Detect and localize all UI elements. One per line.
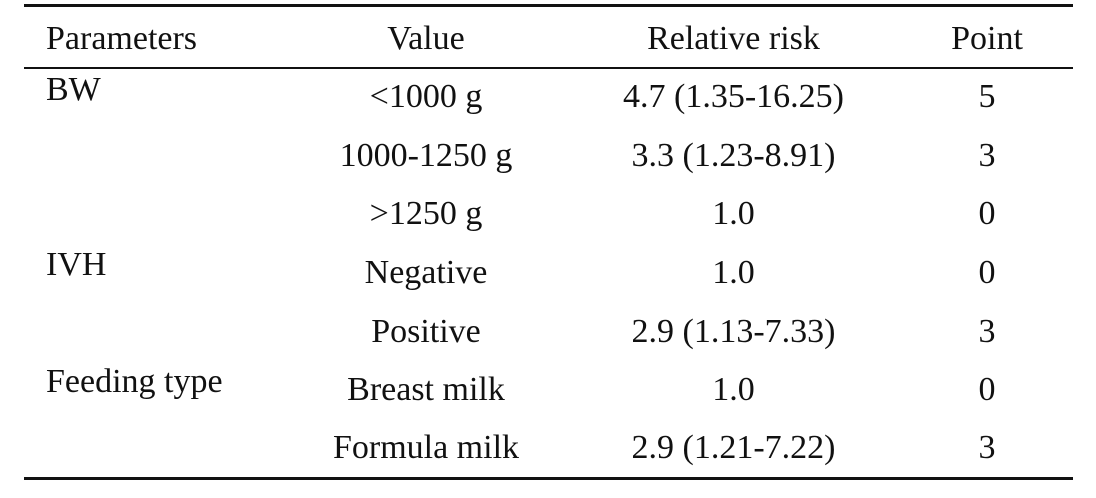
point-cell: 3 bbox=[978, 136, 996, 174]
relative-risk-cell: 3.3 (1.23-8.91) bbox=[631, 136, 836, 174]
value-cell: 1000-1250 g bbox=[339, 136, 513, 174]
point-cell: 3 bbox=[901, 419, 1073, 480]
point-cell: 0 bbox=[978, 371, 996, 409]
header-relative-risk: Relative risk bbox=[566, 4, 901, 69]
table-row: Positive 2.9 (1.13-7.33) 3 bbox=[24, 302, 1073, 361]
relative-risk-cell: 1.0 bbox=[712, 195, 755, 233]
table-row: Formula milk 2.9 (1.21-7.22) 3 bbox=[24, 419, 1073, 480]
header-point: Point bbox=[901, 4, 1073, 69]
table-row: >1250 g 1.0 0 bbox=[24, 185, 1073, 244]
parameter-cell bbox=[24, 126, 286, 185]
header-parameters: Parameters bbox=[24, 4, 286, 69]
point-cell: 0 bbox=[978, 195, 996, 233]
value-cell: Positive bbox=[371, 312, 481, 350]
value-cell: >1250 g bbox=[369, 195, 483, 233]
parameter-cell: BW bbox=[46, 70, 101, 108]
table-row: IVH Negative 1.0 0 bbox=[24, 244, 1073, 303]
header-row: Parameters Value Relative risk Point bbox=[24, 4, 1073, 69]
table-body: BW <1000 g 4.7 (1.35-16.25) 5 1000-1250 … bbox=[24, 68, 1073, 480]
table-header: Parameters Value Relative risk Point bbox=[24, 4, 1073, 69]
value-cell: Negative bbox=[364, 253, 488, 291]
parameter-cell bbox=[24, 185, 286, 244]
relative-risk-cell: 4.7 (1.35-16.25) bbox=[623, 78, 844, 116]
table-row: BW <1000 g 4.7 (1.35-16.25) 5 bbox=[24, 68, 1073, 127]
point-cell: 5 bbox=[978, 78, 996, 116]
relative-risk-cell: 1.0 bbox=[712, 253, 755, 291]
value-cell: Breast milk bbox=[347, 371, 505, 409]
value-cell: Formula milk bbox=[286, 419, 566, 480]
parameter-cell: IVH bbox=[46, 245, 107, 283]
parameter-cell: Feeding type bbox=[46, 362, 223, 400]
table-row: 1000-1250 g 3.3 (1.23-8.91) 3 bbox=[24, 126, 1073, 185]
value-cell: <1000 g bbox=[369, 78, 483, 116]
header-value: Value bbox=[286, 4, 566, 69]
table-row: Feeding type Breast milk 1.0 0 bbox=[24, 361, 1073, 420]
parameter-cell bbox=[24, 302, 286, 361]
point-cell: 0 bbox=[978, 253, 996, 291]
risk-score-table: Parameters Value Relative risk Point BW … bbox=[24, 4, 1073, 480]
parameter-cell bbox=[24, 419, 286, 480]
point-cell: 3 bbox=[978, 312, 996, 350]
relative-risk-cell: 2.9 (1.21-7.22) bbox=[566, 419, 901, 480]
risk-score-table-container: Parameters Value Relative risk Point BW … bbox=[24, 4, 1073, 480]
relative-risk-cell: 1.0 bbox=[712, 371, 755, 409]
relative-risk-cell: 2.9 (1.13-7.33) bbox=[631, 312, 836, 350]
